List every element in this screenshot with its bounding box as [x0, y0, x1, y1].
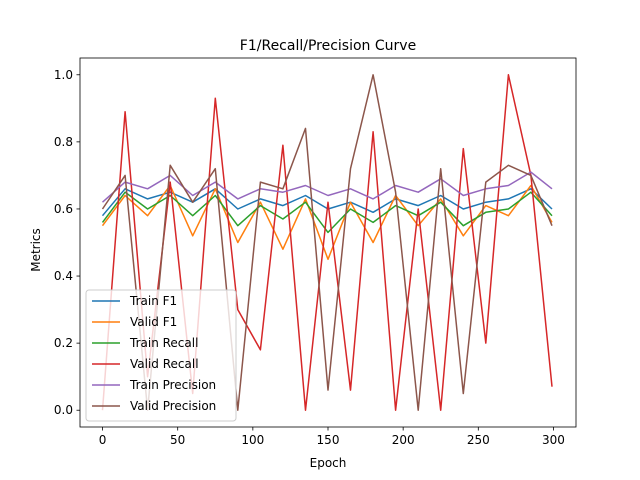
axes-layer: 0 50 100 150 200 250 300 0.0 0.2 0.4 0.6 0.8 1.0	[54, 57, 577, 447]
legend-box	[85, 289, 237, 422]
legend: Train F1 Valid F1 Train Recall Valid Recall…	[85, 289, 237, 422]
legend-label: Train Precision	[129, 378, 216, 392]
y-tick-label: 1.0	[54, 68, 73, 82]
x-tick-label: 300	[542, 433, 565, 447]
y-tick-label: 0.6	[54, 202, 73, 216]
x-tick-label: 100	[241, 433, 264, 447]
chart-title: F1/Recall/Precision Curve	[240, 38, 416, 54]
x-tick-label: 50	[170, 433, 185, 447]
legend-label: Train Recall	[129, 336, 198, 350]
legend-label: Train F1	[129, 294, 177, 308]
series-line-3	[101, 74, 553, 411]
x-tick-label: 250	[467, 433, 490, 447]
y-tick-label: 0.4	[54, 269, 73, 283]
x-tick-label: 0	[99, 433, 107, 447]
legend-label: Valid Recall	[130, 357, 199, 371]
y-tick-label: 0.8	[54, 135, 73, 149]
y-tick-label: 0.2	[54, 336, 73, 350]
series-line-2	[101, 191, 553, 234]
series-layer	[101, 74, 553, 411]
x-tick-label: 200	[392, 433, 415, 447]
y-axis-label: Metrics	[29, 228, 43, 272]
series-line-4	[102, 171, 553, 203]
y-tick-label: 0.0	[54, 403, 73, 417]
legend-label: Valid Precision	[130, 399, 216, 413]
series-line-5	[101, 74, 553, 411]
x-tick-label: 150	[317, 433, 340, 447]
x-axis-label: Epoch	[310, 456, 347, 470]
legend-label: Valid F1	[130, 315, 177, 329]
